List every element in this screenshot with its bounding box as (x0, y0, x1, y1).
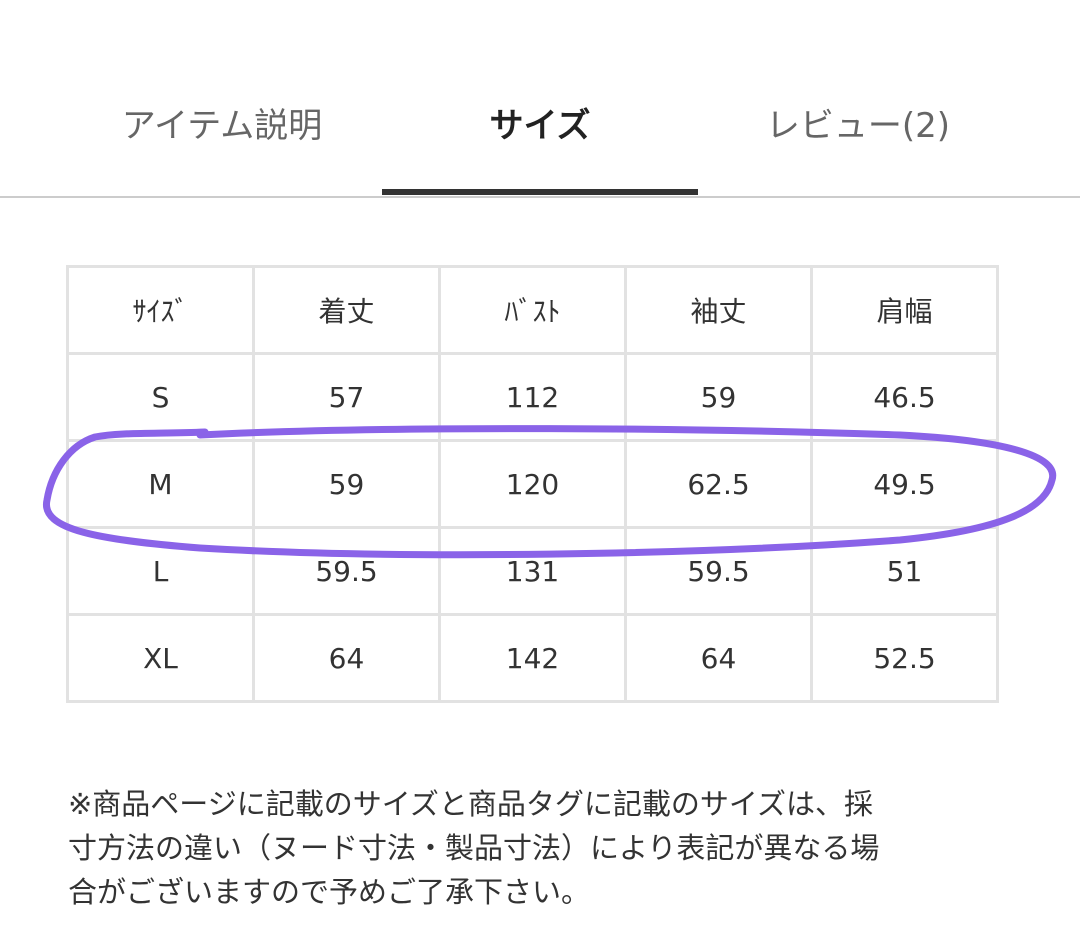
divider (0, 196, 1080, 198)
cell: 59.5 (624, 526, 813, 616)
tab-underline (382, 189, 698, 195)
cell: L (66, 526, 255, 616)
cell: 64 (252, 613, 441, 703)
header-cell: 着丈 (252, 265, 441, 355)
cell: S (66, 352, 255, 442)
header-cell: ﾊﾞｽﾄ (438, 265, 627, 355)
cell: 59.5 (252, 526, 441, 616)
cell: XL (66, 613, 255, 703)
cell: M (66, 439, 255, 529)
header-row: ｻｲｽﾞ 着丈 ﾊﾞｽﾄ 袖丈 肩幅 (66, 265, 999, 355)
cell: 46.5 (810, 352, 999, 442)
note-line: ※商品ページに記載のサイズと商品タグに記載のサイズは、採 (68, 787, 873, 821)
cell: 49.5 (810, 439, 999, 529)
row: M 59 120 62.5 49.5 (66, 439, 999, 529)
highlight-ellipse (43, 425, 1057, 559)
header-cell: 肩幅 (810, 265, 999, 355)
cell: 62.5 (624, 439, 813, 529)
tab-active[interactable]: サイズ (489, 106, 591, 146)
cell: 64 (624, 613, 813, 703)
note-line: 寸方法の違い（ヌード寸法・製品寸法）により表記が異なる場 (68, 831, 880, 865)
header-cell: 袖丈 (624, 265, 813, 355)
cell: 131 (438, 526, 627, 616)
size-table: ｻｲｽﾞ 着丈 ﾊﾞｽﾄ 袖丈 肩幅 S 57 112 59 46.5 M 59 120 62.5 49.5… (66, 265, 999, 703)
note-line: 合がございますので予めご了承下さい。 (68, 875, 591, 909)
row: XL 64 142 64 52.5 (66, 613, 999, 703)
note: ※商品ページに記載のサイズと商品タグに記載のサイズは、採 寸方法の違い（ヌード寸法… (68, 782, 879, 914)
tab[interactable]: レビュー(2) (765, 106, 951, 146)
cell: 59 (252, 439, 441, 529)
cell: 52.5 (810, 613, 999, 703)
header-cell: ｻｲｽﾞ (66, 265, 255, 355)
cell: 142 (438, 613, 627, 703)
tab[interactable]: アイテム説明 (121, 106, 323, 146)
cell: 120 (438, 439, 627, 529)
